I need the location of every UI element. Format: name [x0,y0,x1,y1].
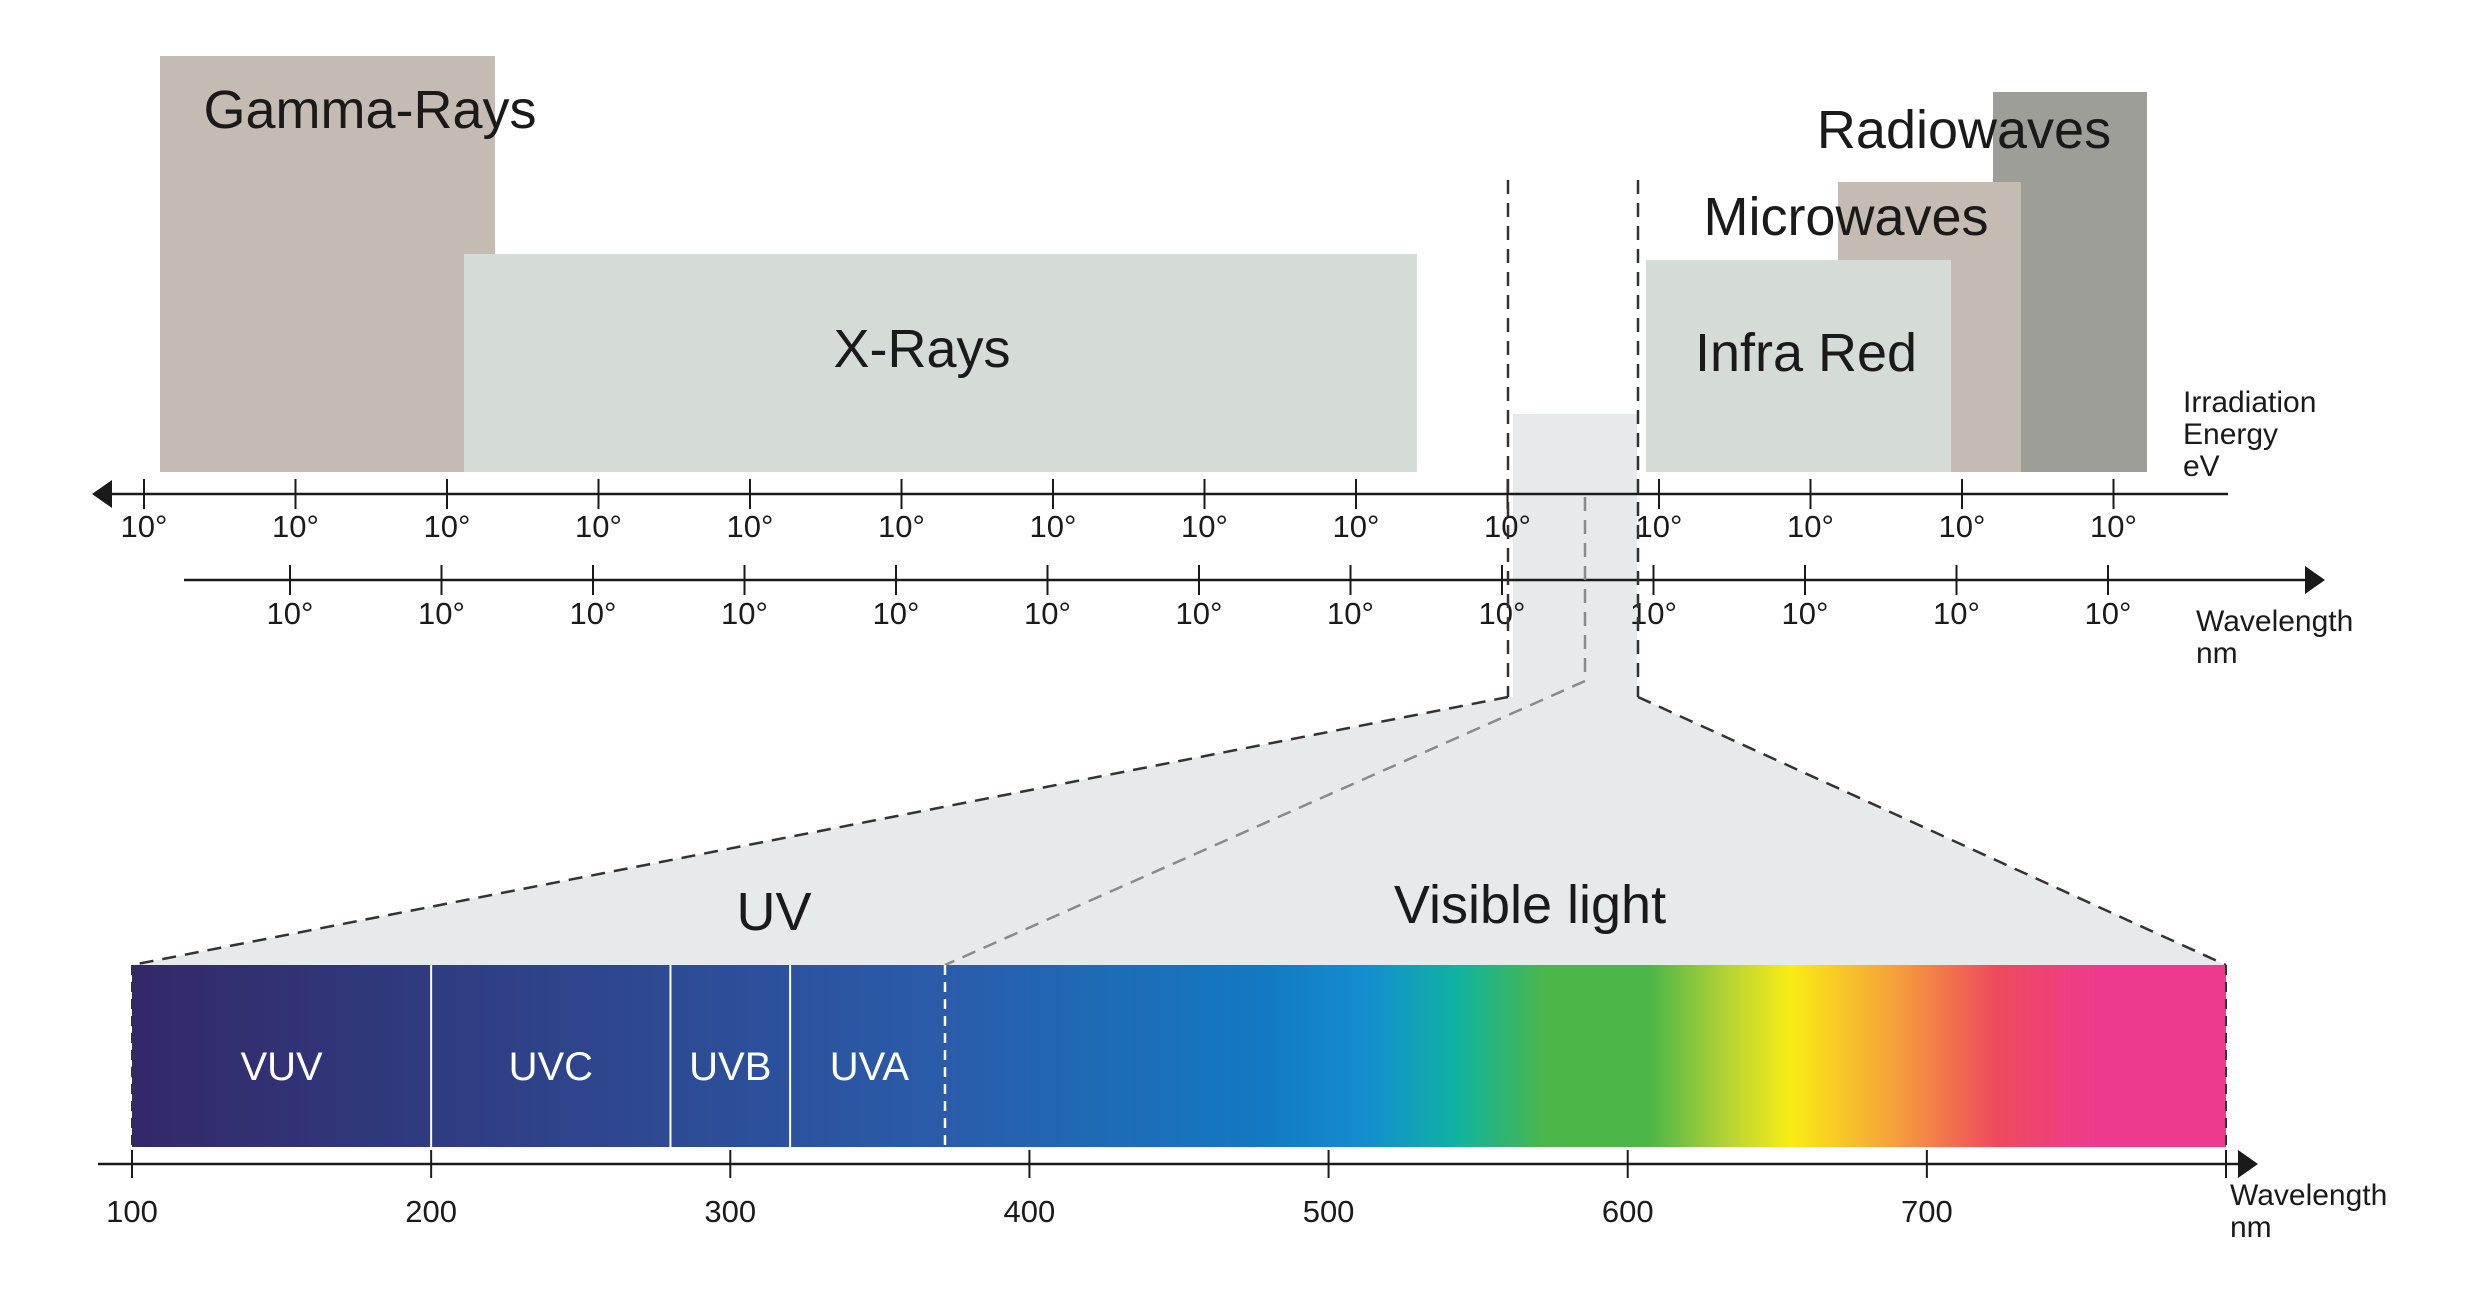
infrared-label: Infra Red [1695,323,1917,383]
gamma-rays-band [160,56,495,472]
energy-tick-label-13: 10° [2090,509,2137,544]
microwaves-label: Microwaves [1703,187,1988,247]
x-rays-band [464,254,1417,472]
energy-tick-label-5: 10° [878,509,925,544]
visible-light-label: Visible light [1394,875,1666,935]
energy-tick-label-12: 10° [1939,509,1986,544]
bottom-axis-arrowhead [2238,1150,2258,1178]
uv-segment-label-vuv: VUV [240,1045,323,1089]
uv-segment-label-uvb: UVB [689,1045,771,1089]
bottom-tick-label-100: 100 [106,1194,158,1229]
wavelength-tick-label-5: 10° [1024,596,1071,631]
infrared-band [1646,260,1951,472]
energy-tick-label-11: 10° [1787,509,1834,544]
right-fan-guide [1637,695,2227,967]
wavelength-tick-label-12: 10° [2085,596,2132,631]
bottom-tick-label-300: 300 [704,1194,756,1229]
visible-window-band [1513,414,1637,698]
uv-label: UV [736,882,811,942]
uv-visible-split-guide [944,497,1587,967]
left-fan-guide [131,695,1509,967]
radiowaves-label: Radiowaves [1817,100,2111,160]
bottom-tick-label-600: 600 [1602,1194,1654,1229]
wavelength-tick-label-3: 10° [721,596,768,631]
bottom-tick-label-700: 700 [1901,1194,1953,1229]
uv-strip [132,965,945,1147]
wavelength-axis-arrowhead [2305,566,2325,594]
wavelength-tick-label-0: 10° [267,596,314,631]
energy-tick-label-10: 10° [1636,509,1683,544]
energy-tick-label-2: 10° [424,509,471,544]
wavelength-tick-label-4: 10° [873,596,920,631]
energy-axis-ticks: 10° 10° 10° 10° 10° 10° 10° 10° 10° 10° 10° 10° 10° 1… [121,479,2137,544]
energy-axis-arrowhead [92,480,112,508]
bottom-axis-label: Wavelength nm [2230,1179,2396,1244]
wavelength-tick-label-8: 10° [1479,596,1526,631]
x-rays-label: X-Rays [833,319,1010,379]
gamma-rays-label: Gamma-Rays [203,80,536,140]
wavelength-tick-label-11: 10° [1933,596,1980,631]
bottom-tick-label-400: 400 [1004,1194,1056,1229]
wavelength-axis-ticks: 10° 10° 10° 10° 10° 10° 10° 10° 10° 10° 10° 10° 10° [267,565,2132,631]
uv-segment-label-uva: UVA [830,1045,910,1089]
energy-axis-label: Irradiation Energy eV [2183,386,2325,483]
uv-segment-label-uvc: UVC [509,1045,593,1089]
uv-segments: VUV UVC UVB UVA [240,965,909,1147]
wavelength-tick-label-2: 10° [570,596,617,631]
bottom-axis-ticks: 100 200 300 400 500 600 700 [106,1150,2227,1229]
bottom-tick-label-200: 200 [405,1194,457,1229]
energy-tick-label-0: 10° [121,509,168,544]
energy-tick-label-4: 10° [727,509,774,544]
wavelength-tick-label-10: 10° [1782,596,1829,631]
bottom-tick-label-500: 500 [1303,1194,1355,1229]
visible-strip [945,965,2226,1147]
energy-tick-label-7: 10° [1181,509,1228,544]
wavelength-tick-label-1: 10° [418,596,465,631]
energy-tick-label-1: 10° [272,509,319,544]
wavelength-axis-label: Wavelength nm [2196,605,2362,670]
wavelength-tick-label-6: 10° [1176,596,1223,631]
zoom-guides [131,180,2227,967]
energy-tick-label-8: 10° [1333,509,1380,544]
wavelength-tick-label-7: 10° [1327,596,1374,631]
energy-tick-label-3: 10° [575,509,622,544]
energy-tick-label-6: 10° [1030,509,1077,544]
zoom-fan [132,697,2226,965]
